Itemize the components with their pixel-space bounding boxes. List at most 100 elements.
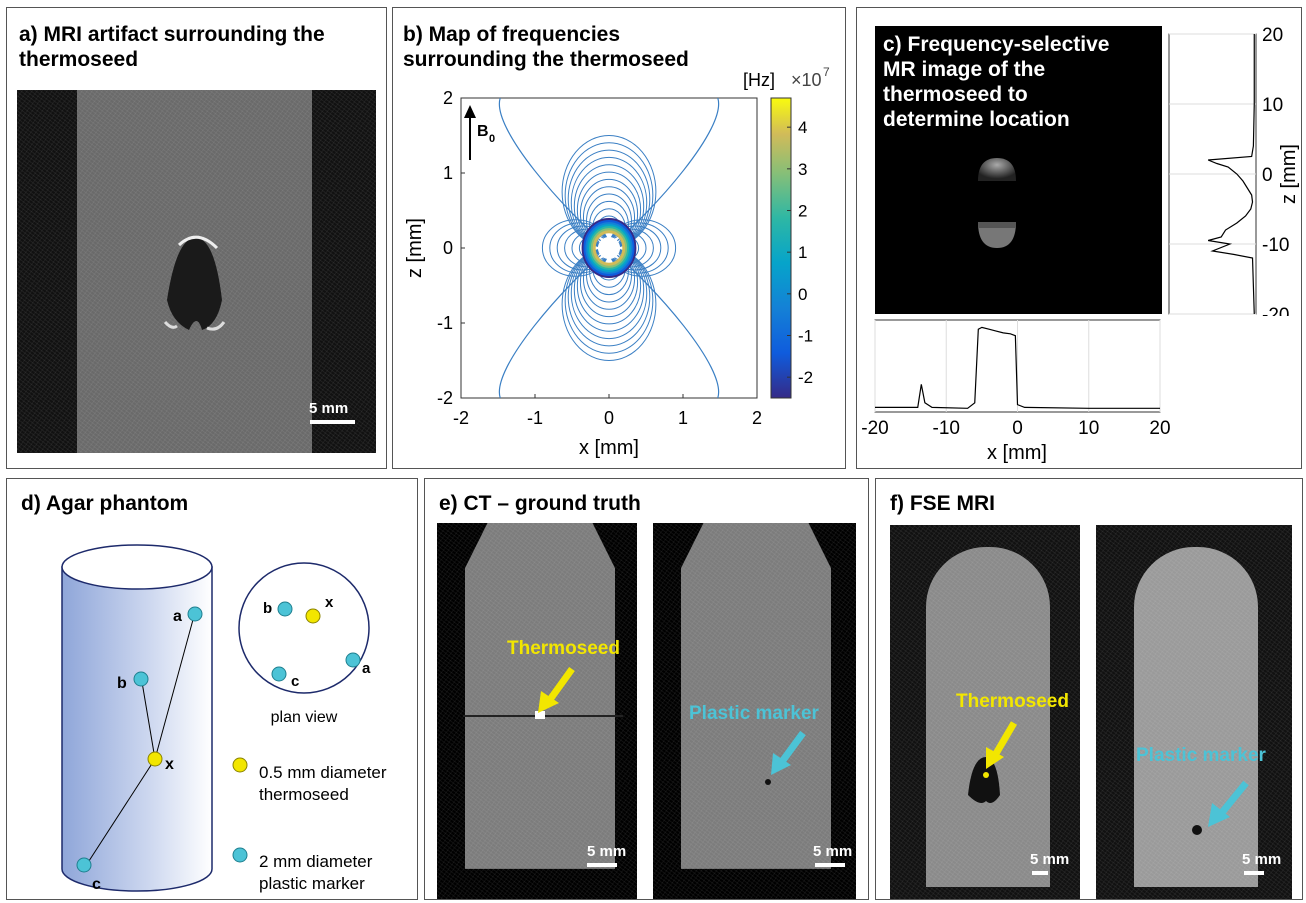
panel-a-mri-image: 5 mm [17,90,376,453]
ct-right-scalebar [815,863,845,867]
x-profile-line [875,326,1160,409]
fse-left-scalebar [1032,871,1048,875]
plan-view-circle [238,562,370,694]
legend-marker-text: 2 mm diameter plastic marker [259,852,373,893]
contour-core-6 [592,230,626,266]
panel-f-title: f) FSE MRI [890,492,995,515]
z-profile-ticks: -20 -10 0 10 20 [1262,25,1289,316]
colorbar [770,97,792,399]
y-tick-label-3: 1 [443,163,453,183]
label-x: x [165,756,174,773]
x-tick-label-3: 1 [678,408,688,428]
x-tick-label-2: 0 [1012,418,1023,439]
marker-a [187,606,203,622]
panel-e-title: e) CT – ground truth [439,492,641,515]
panel-b: b) Map of frequencies surrounding the th… [392,7,846,469]
x-tick-label-1: -1 [527,408,543,428]
z-profile-chart: -20 -10 0 10 20 z [mm] [1168,25,1300,316]
label-a: a [173,608,182,625]
plan-label-c: c [291,673,299,690]
b0-label: B [477,123,489,140]
x-ticks: -2 -1 0 1 2 [453,394,762,428]
fse-thermoseed-label: Thermoseed [956,691,1069,712]
fse-marker-label: Plastic marker [1136,745,1266,766]
x-tick-label-0: -20 [861,418,888,439]
z-profile-line [1207,34,1255,315]
x-axis-label: x [mm] [579,437,639,459]
cylinder-body [61,566,213,892]
label-b: b [117,675,127,692]
x-tick-label-3: 10 [1078,418,1099,439]
panel-d-title: d) Agar phantom [21,492,189,515]
colorbar-tick-label-0: -2 [798,368,813,387]
colorbar-tick-label-6: 4 [798,118,807,137]
panel-a-scalebar-label: 5 mm [309,400,349,417]
contour-core-2 [585,222,633,274]
panel-d: d) Agar phantom a b c x b x a c plan vie… [6,478,418,900]
panel-e: e) CT – ground truth Thermoseed 5 mm Pla… [424,478,869,900]
colorbar-unit: [Hz] [743,70,775,90]
x-profile-ticks: -20 -10 0 10 20 [861,418,1170,439]
ct-marker-label: Plastic marker [689,703,819,724]
x-profile-xlabel: x [mm] [987,442,1047,464]
y-tick-label-2: 0 [443,238,453,258]
z-tick-label-2: 0 [1262,165,1273,186]
x-tick-label-0: -2 [453,408,469,428]
contour-lines [498,97,720,399]
b0-subscript: 0 [489,133,495,145]
panel-a-scalebar [310,420,355,424]
ct-right-scalebar-label: 5 mm [813,843,853,860]
colorbar-tick-label-3: 1 [798,243,807,262]
colorbar-tick-label-4: 2 [798,202,807,221]
x-tick-label-2: 0 [604,408,614,428]
panel-f: f) FSE MRI Thermoseed 5 mm Plastic marke… [875,478,1303,900]
fse-right-scalebar [1244,871,1264,875]
label-c: c [92,876,101,893]
fse-image-right: Plastic marker 5 mm [1096,525,1292,899]
y-tick-label-1: -1 [437,313,453,333]
plan-label-x: x [325,594,334,611]
colorbar-exp-base: ×10 [791,70,822,90]
ct-image-left: Thermoseed 5 mm [437,523,637,899]
x-profile-chart: -20 -10 0 10 20 x [mm] [861,319,1171,464]
legend-marker-dot [232,847,248,863]
panel-c-mr-image: c) Frequency-selective MR image of the t… [875,26,1162,314]
x-tick-label-1: -10 [933,418,960,439]
y-tick-label-0: -2 [437,388,453,408]
y-axis-label: z [mm] [404,218,426,278]
fse-image-left: Thermoseed 5 mm [890,525,1080,899]
b0-arrow-head [464,105,476,118]
panel-c-title: c) Frequency-selective MR image of the t… [883,33,1110,131]
plan-label-a: a [362,660,371,677]
panel-c: c) Frequency-selective MR image of the t… [856,7,1302,469]
z-tick-label-4: 20 [1262,25,1283,46]
z-tick-label-0: -20 [1262,305,1289,316]
y-ticks: -2 -1 0 1 2 [437,88,465,408]
ct-thermoseed-label: Thermoseed [507,638,620,659]
marker-c [76,857,92,873]
frequency-map-chart: -2 -1 0 1 2 -2 -1 0 1 2 x [mm] z [mm] B 0 -2 -1 0 1… [404,65,830,459]
z-tick-label-1: -10 [1262,235,1289,256]
ct-image-right: Plastic marker 5 mm [653,523,856,899]
plan-label-b: b [263,600,272,617]
colorbar-tick-label-2: 0 [798,285,807,304]
contour-core-1 [583,220,635,276]
thermoseed-x [147,751,163,767]
ct-left-scalebar-label: 5 mm [587,843,627,860]
ct-left-scalebar [587,863,617,867]
z-tick-label-3: 10 [1262,95,1283,116]
colorbar-tick-label-5: 3 [798,160,807,179]
plan-view-label: plan view [271,709,338,726]
legend-seed-dot [232,757,248,773]
contour-core-4 [589,226,629,270]
contour-core-3 [587,224,631,272]
fse-right-scalebar-label: 5 mm [1242,851,1282,868]
colorbar-ticks: -2 -1 0 1 2 3 4 [787,118,813,387]
panel-a: a) MRI artifact surrounding the thermose… [6,7,387,469]
contour-core-5 [590,228,628,268]
panel-b-title: b) Map of frequencies surrounding the th… [403,23,689,71]
marker-b [133,671,149,687]
seed-hole [597,236,621,260]
cylinder-top [61,544,213,590]
colorbar-exp: 7 [823,65,830,79]
